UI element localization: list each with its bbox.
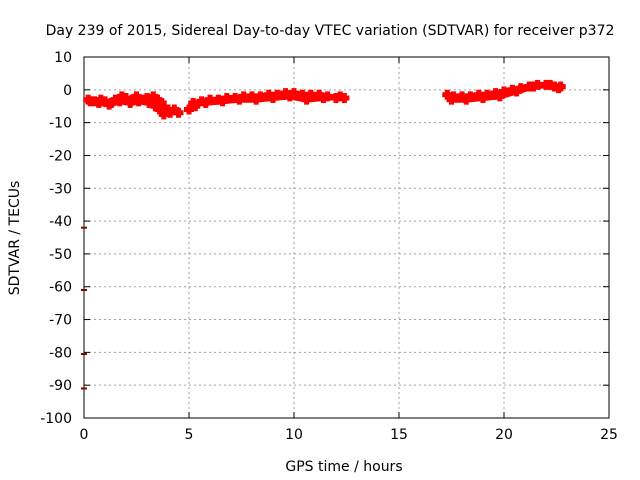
x-tick-label: 10	[285, 427, 303, 443]
y-tick-label: -80	[49, 345, 72, 361]
y-tick-label: 10	[54, 50, 72, 66]
x-tick-label: 25	[600, 427, 618, 443]
y-tick-label: -40	[49, 214, 72, 230]
y-tick-label: -30	[49, 181, 72, 197]
y-tick-label: -10	[49, 116, 72, 132]
y-tick-label: -60	[49, 280, 72, 296]
plot-frame	[83, 56, 610, 419]
y-tick-label: -90	[49, 378, 72, 394]
y-tick-label: -50	[49, 247, 72, 263]
data-band	[87, 98, 171, 118]
axis-ticks: 10 0 -10 -20 -30 -40 -50 -60 -70 -80 -90 -100 0 5 10 15…	[40, 50, 618, 443]
y-tick-label: -70	[49, 313, 72, 329]
data-band	[190, 93, 344, 106]
y-tick-label: -20	[49, 148, 72, 164]
x-tick-label: 0	[80, 427, 89, 443]
y-tick-label: -100	[40, 411, 72, 427]
x-tick-label: 5	[185, 427, 194, 443]
x-tick-label: 20	[495, 427, 513, 443]
x-tick-label: 15	[390, 427, 408, 443]
y-tick-label: 0	[63, 83, 72, 99]
y-axis-label: SDTVAR / TECUs	[7, 181, 23, 296]
chart-title: Day 239 of 2015, Sidereal Day-to-day VTE…	[46, 23, 615, 39]
data-points	[81, 79, 566, 390]
x-axis-label: GPS time / hours	[285, 459, 402, 475]
data-band	[448, 81, 562, 103]
gridlines	[84, 57, 609, 418]
